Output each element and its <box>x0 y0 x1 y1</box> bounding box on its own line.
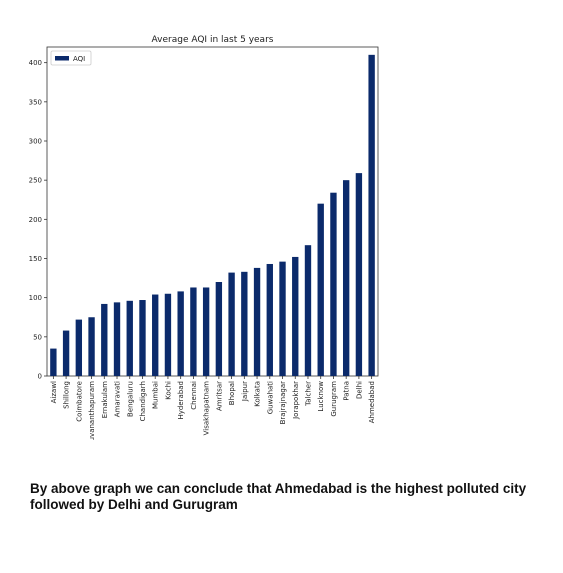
bar-coimbatore <box>75 319 83 376</box>
y-tick-label: 300 <box>29 138 42 146</box>
bar-ernakulam <box>101 303 108 376</box>
bar-patna <box>342 180 350 376</box>
x-tick-label-brajrajnagar: Brajrajnagar <box>279 381 287 424</box>
legend-box <box>50 50 92 66</box>
bar-talcher <box>304 245 312 376</box>
y-tick-label: 50 <box>33 333 42 341</box>
x-tick-label-bhopal: Bhopal <box>228 381 236 405</box>
x-tick-label-kolkata: Kolkata <box>254 381 262 407</box>
bar-aizawl <box>50 348 57 376</box>
x-tick-label-bengaluru: Bengaluru <box>126 381 134 417</box>
x-tick-label-ahmedabad: Ahmedabad <box>368 381 376 423</box>
bar-jaipur <box>241 271 248 376</box>
x-tick-label-patna: Patna <box>343 381 351 401</box>
x-tick-label-guwahati: Guwahati <box>266 381 274 414</box>
y-tick-label: 150 <box>29 255 42 263</box>
x-tick-label-gurugram: Gurugram <box>330 381 338 417</box>
x-tick-label-jaipur: Jaipur <box>241 381 249 402</box>
x-tick-label-chennai: Chennai <box>190 381 198 410</box>
bar-amaravati <box>113 302 121 376</box>
x-tick-label-thiruvananthapuram: Thiruvananthapuram <box>88 381 96 440</box>
x-tick-label-lucknow: Lucknow <box>317 381 325 412</box>
bar-chandigarh <box>139 300 146 376</box>
y-tick-label: 250 <box>29 177 42 185</box>
x-tick-label-shillong: Shillong <box>63 381 71 409</box>
bar-jorapokhar <box>292 256 299 376</box>
bar-mumbai <box>152 294 159 376</box>
y-tick-label: 100 <box>29 294 42 302</box>
chart-title: Average AQI in last 5 years <box>152 35 274 45</box>
bar-delhi <box>355 173 363 376</box>
bar-chennai <box>190 287 197 376</box>
bar-kolkata <box>253 267 261 376</box>
bar-visakhapatnam <box>202 287 210 376</box>
bar-bhopal <box>228 272 235 376</box>
x-tick-label-coimbatore: Coimbatore <box>75 381 83 422</box>
bar-brajrajnagar <box>279 261 286 376</box>
bar-bengaluru <box>126 300 133 376</box>
x-tick-label-kochi: Kochi <box>164 381 172 400</box>
bar-ahmedabad <box>368 54 375 376</box>
x-tick-label-visakhapatnam: Visakhapatnam <box>203 381 211 435</box>
bar-kochi <box>164 293 172 376</box>
y-tick-label: 0 <box>38 373 42 381</box>
y-tick-label: 400 <box>29 59 42 67</box>
bar-hyderabad <box>177 291 184 376</box>
bar-gurugram <box>330 192 337 376</box>
bar-lucknow <box>317 203 324 376</box>
aqi-chart: Average AQI in last 5 years 0 50 100 150 200 2… <box>29 35 379 440</box>
bar-amritsar <box>215 282 223 376</box>
conclusion-text: By above graph we can conclude that Ahme… <box>30 481 527 512</box>
x-tick-label-hyderabad: Hyderabad <box>177 381 185 420</box>
x-tick-label-jorapokhar: Jorapokhar <box>292 381 300 420</box>
bar-thiruvananthapuram <box>88 317 95 376</box>
x-tick-label-delhi: Delhi <box>355 381 363 399</box>
y-tick-label: 200 <box>29 216 42 224</box>
x-tick-label-chandigarh: Chandigarh <box>139 381 147 421</box>
plot-frame <box>46 46 379 377</box>
aqi-bar-chart-svg: Average AQI in last 5 years 0 50 100 150 200 2… <box>29 35 379 440</box>
bar-shillong <box>62 330 70 376</box>
x-tick-label-ernakulam: Ernakulam <box>101 381 109 418</box>
bar-guwahati <box>266 263 273 376</box>
legend-label: AQI <box>73 55 85 63</box>
x-tick-label-amritsar: Amritsar <box>215 381 223 411</box>
x-tick-label-aizawl: Aizawl <box>50 381 58 403</box>
y-tick-label: 350 <box>29 98 42 106</box>
x-tick-label-amaravati: Amaravati <box>114 381 122 417</box>
x-tick-label-mumbai: Mumbai <box>152 381 160 409</box>
legend-swatch <box>55 56 69 61</box>
x-tick-label-talcher: Talcher <box>304 381 312 407</box>
